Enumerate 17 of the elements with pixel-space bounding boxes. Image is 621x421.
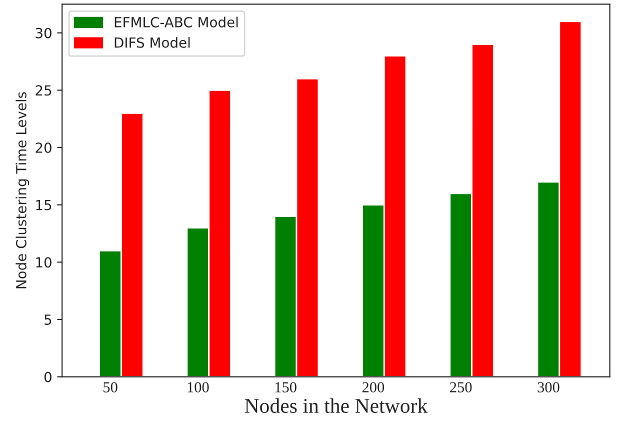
x-tick-label: 250 — [450, 382, 472, 392]
y-tick-label: 25 — [36, 85, 52, 96]
y-tick-label: 15 — [36, 200, 52, 210]
y-axis-title: Node Clustering Time Levels — [16, 92, 30, 288]
x-tick-label: 200 — [362, 382, 384, 392]
y-tick-label: 10 — [36, 257, 52, 268]
x-tick-label: 50 — [104, 382, 118, 392]
x-axis-title: Nodes in the Network — [244, 398, 428, 413]
x-tick-label: 100 — [188, 382, 209, 392]
legend-label: EFMLC-ABC Model — [114, 16, 238, 28]
x-tick-label: 150 — [275, 382, 296, 392]
legend-label: DIFS Model — [114, 37, 190, 48]
y-tick-label: 5 — [44, 314, 52, 325]
y-tick-label: 30 — [36, 28, 52, 38]
x-tick-label: 300 — [538, 382, 560, 392]
y-tick-label: 20 — [36, 142, 52, 153]
y-tick-label: 0 — [44, 372, 52, 382]
